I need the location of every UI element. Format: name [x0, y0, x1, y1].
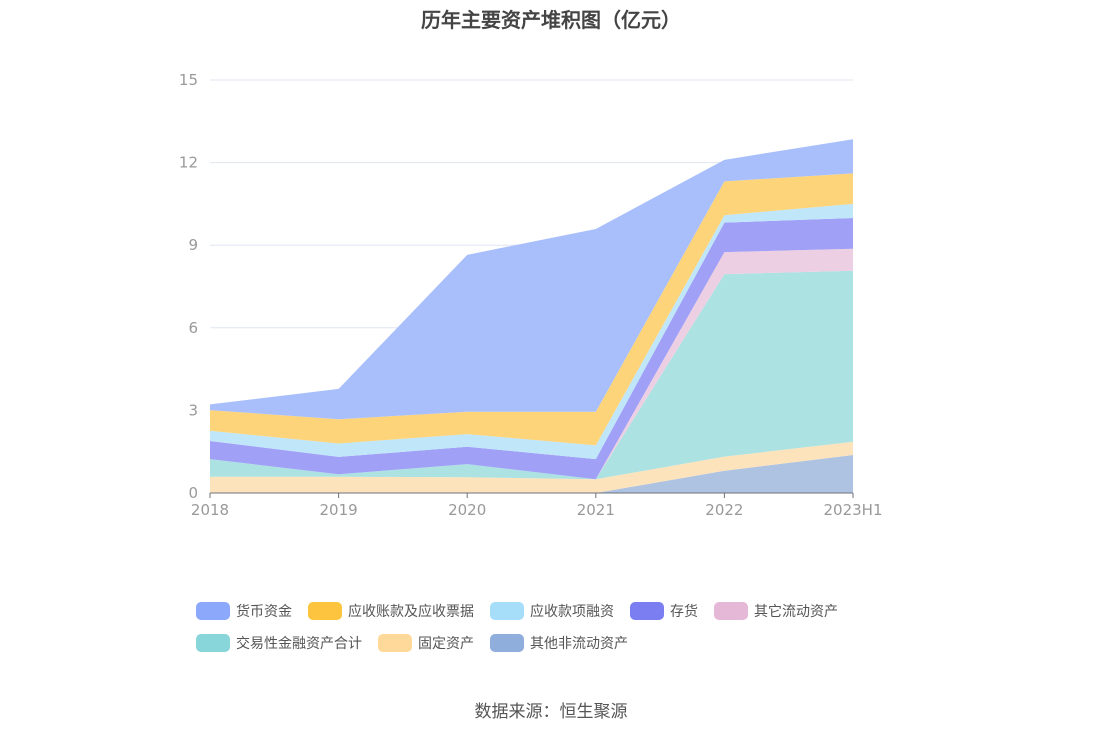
legend: 货币资金 应收账款及应收票据 应收款项融资 存货 其它流动资产 交易性金融资产合计 固定资…	[196, 595, 854, 659]
chart-title: 历年主要资产堆积图（亿元）	[421, 8, 681, 32]
legend-label: 应收款项融资	[530, 604, 614, 620]
stacked-area-chart: 0 3 6 9 12 15 2018 2019 2020 2021 2022 2023H1	[179, 71, 883, 519]
legend-item[interactable]: 货币资金	[196, 601, 292, 621]
x-tick-label: 2018	[191, 501, 229, 519]
area-4	[210, 248, 853, 480]
legend-label: 固定资产	[418, 636, 474, 652]
x-tick-label: 2019	[320, 501, 358, 519]
legend-item[interactable]: 存货	[630, 601, 698, 621]
y-tick-label: 6	[188, 319, 198, 337]
data-source: 数据来源：恒生聚源	[474, 702, 628, 722]
legend-label: 存货	[670, 604, 698, 620]
y-tick-label: 3	[188, 401, 198, 419]
y-tick-label: 9	[188, 236, 198, 254]
legend-label: 其它流动资产	[754, 604, 838, 620]
area-6	[210, 441, 853, 493]
x-tick-label: 2022	[705, 501, 743, 519]
legend-swatch	[196, 634, 230, 652]
legend-item[interactable]: 其他非流动资产	[490, 633, 628, 653]
area-0	[210, 139, 853, 420]
legend-label: 应收账款及应收票据	[348, 604, 474, 620]
legend-label: 交易性金融资产合计	[236, 636, 362, 652]
legend-swatch	[490, 602, 524, 620]
legend-swatch	[490, 634, 524, 652]
area-1	[210, 173, 853, 446]
legend-label: 货币资金	[236, 604, 292, 620]
legend-swatch	[714, 602, 748, 620]
legend-item[interactable]: 应收账款及应收票据	[308, 601, 474, 621]
area-7	[210, 455, 853, 493]
y-tick-label: 12	[179, 154, 198, 172]
legend-item[interactable]: 其它流动资产	[714, 601, 838, 621]
legend-swatch	[630, 602, 664, 620]
legend-label: 其他非流动资产	[530, 636, 628, 652]
x-tick-label: 2023H1	[824, 501, 883, 519]
legend-swatch	[308, 602, 342, 620]
legend-swatch	[378, 634, 412, 652]
legend-item[interactable]: 应收款项融资	[490, 601, 614, 621]
y-tick-label: 15	[179, 71, 198, 89]
x-tick-label: 2020	[448, 501, 486, 519]
y-tick-label: 0	[188, 484, 198, 502]
legend-swatch	[196, 602, 230, 620]
legend-item[interactable]: 固定资产	[378, 633, 474, 653]
x-tick-label: 2021	[577, 501, 615, 519]
area-5	[210, 270, 853, 480]
legend-item[interactable]: 交易性金融资产合计	[196, 633, 362, 653]
area-3	[210, 217, 853, 480]
